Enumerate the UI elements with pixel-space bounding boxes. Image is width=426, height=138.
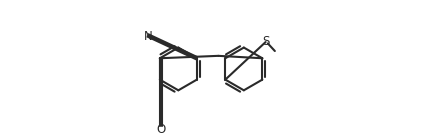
Text: N: N [143, 30, 152, 43]
Text: O: O [156, 123, 165, 136]
Text: S: S [262, 35, 269, 48]
